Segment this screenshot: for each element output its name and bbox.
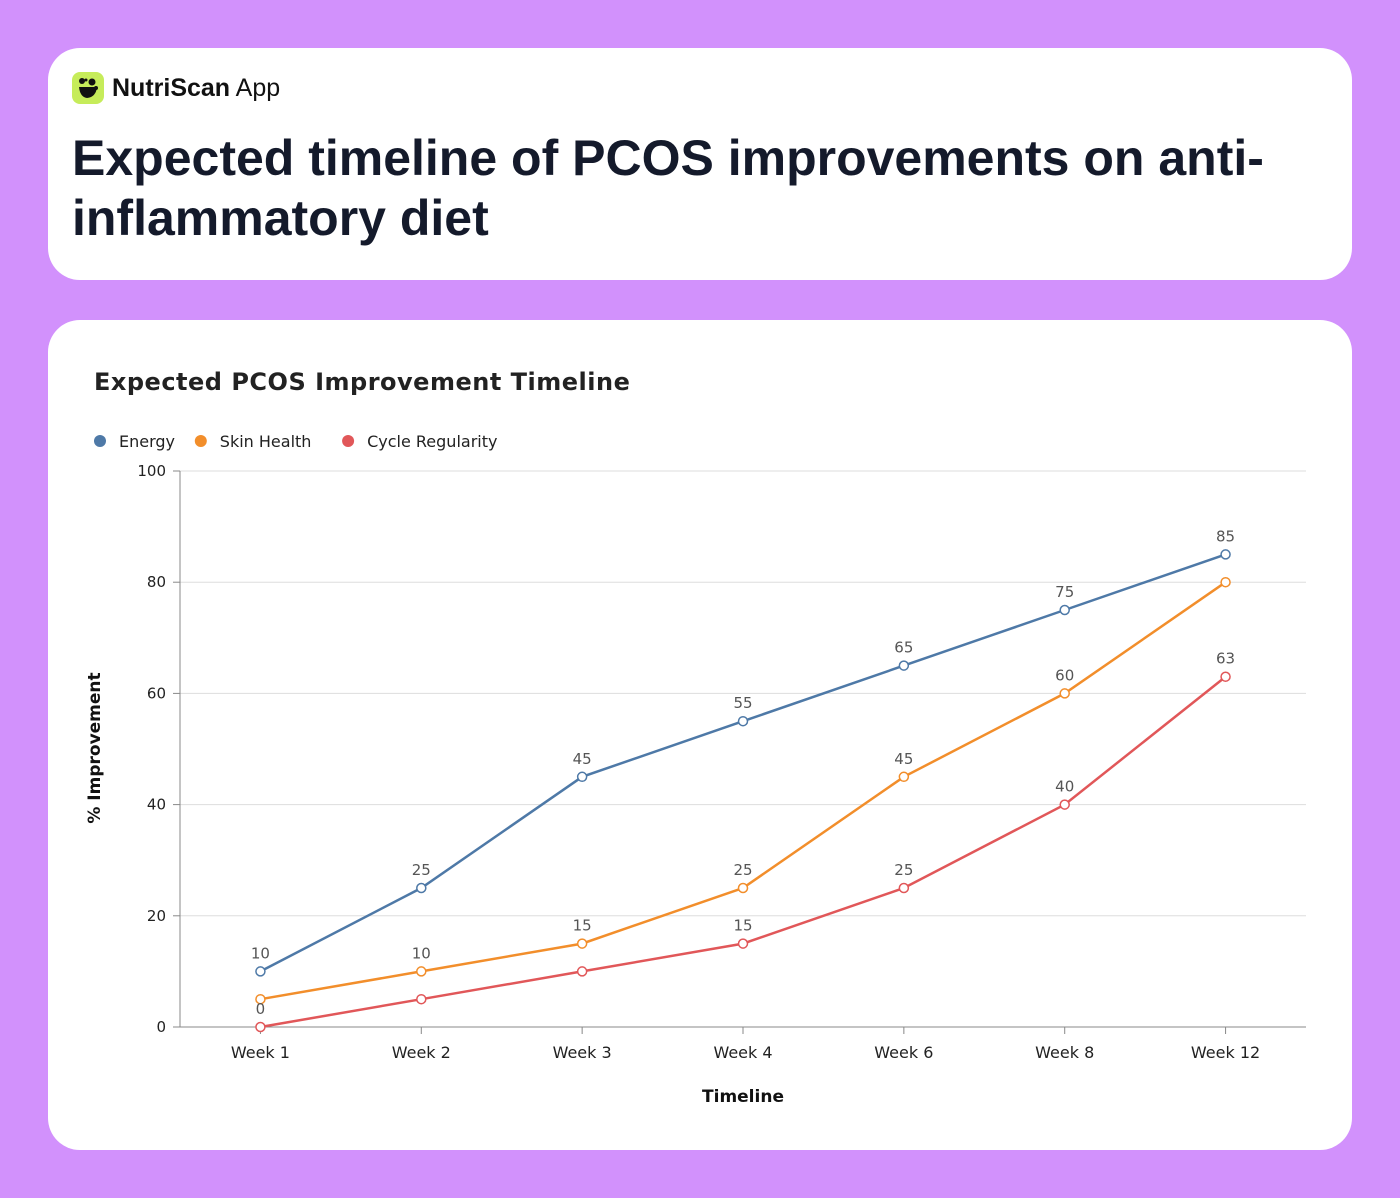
chart-title: Expected PCOS Improvement Timeline [94,368,630,396]
data-label: 0 [256,1000,266,1018]
data-point [737,882,749,894]
page-title: Expected timeline of PCOS improvements o… [72,130,1264,246]
data-label: 25 [412,861,431,879]
series-energy: 10 25 45 55 65 75 85 [251,527,1235,977]
y-tick-label: 100 [137,462,166,480]
data-point [416,966,427,977]
x-tick-label: Week 12 [1191,1043,1260,1062]
data-label: 10 [412,944,431,962]
data-point [576,938,588,949]
brand-name: NutriScan [112,73,231,102]
data-label: 25 [894,861,913,879]
nutriscan-logo-icon [72,72,104,104]
data-label: 40 [1055,778,1074,796]
header-card: NutriScan App Expected timeline of PCOS … [48,48,1352,280]
legend-label-skin-health: Skin Health [220,432,312,451]
data-point [416,882,427,894]
legend-label-energy: Energy [119,432,175,451]
x-tick-label: Week 3 [553,1043,612,1062]
legend: Energy Skin Health Cycle Regularity [94,432,497,451]
data-label: 65 [894,639,913,657]
data-point [1220,576,1231,588]
data-point [898,660,910,671]
legend-marker [94,435,106,447]
data-label: 45 [573,750,592,768]
data-point [737,715,749,727]
line-chart: Expected PCOS Improvement Timeline Energ… [85,368,1306,1107]
x-tick-label: Week 4 [713,1043,772,1062]
legend-label-cycle-regularity: Cycle Regularity [367,432,497,451]
data-point [255,993,266,1005]
series-line [259,553,1226,973]
data-point [1059,799,1070,810]
brand-suffix: App [235,73,281,102]
data-point [416,993,427,1005]
x-tick-label: Week 8 [1035,1043,1094,1062]
data-label: 25 [733,861,752,879]
chart-card: Expected PCOS Improvement Timeline Energ… [48,320,1352,1150]
series-skin-health: 10 15 25 45 60 [255,576,1231,1005]
data-label: 15 [573,917,592,935]
legend-marker [342,435,355,447]
data-point [898,771,910,783]
series-cycle-regularity: 0 15 25 40 63 [255,650,1235,1033]
y-axis-label: % Improvement [85,672,105,823]
x-axis-label: Timeline [702,1087,784,1107]
data-point [737,938,749,949]
data-point [255,966,266,977]
data-point [1220,671,1231,682]
brand: NutriScan App [72,72,280,104]
y-tick-label: 20 [147,907,166,925]
data-label: 63 [1216,650,1235,668]
y-tick-label: 40 [147,796,166,814]
data-label: 15 [733,917,752,935]
data-point [255,1021,266,1033]
data-label: 85 [1216,527,1235,545]
data-point [1059,604,1070,616]
y-tick-label: 80 [147,573,166,591]
data-point [576,966,588,977]
data-label: 45 [894,750,913,768]
data-point [576,771,588,783]
x-tick-label: Week 2 [392,1043,451,1062]
x-tick-label: Week 6 [874,1043,933,1062]
y-tick-label: 0 [156,1018,166,1036]
x-tick-label: Week 1 [231,1043,290,1062]
data-label: 60 [1055,666,1074,684]
data-label: 10 [251,944,270,962]
data-point [1220,549,1231,560]
data-point [1059,688,1070,699]
legend-marker [194,435,207,447]
data-point [898,882,910,894]
data-label: 75 [1055,583,1074,601]
data-label: 55 [733,694,752,712]
y-tick-label: 60 [147,684,166,702]
